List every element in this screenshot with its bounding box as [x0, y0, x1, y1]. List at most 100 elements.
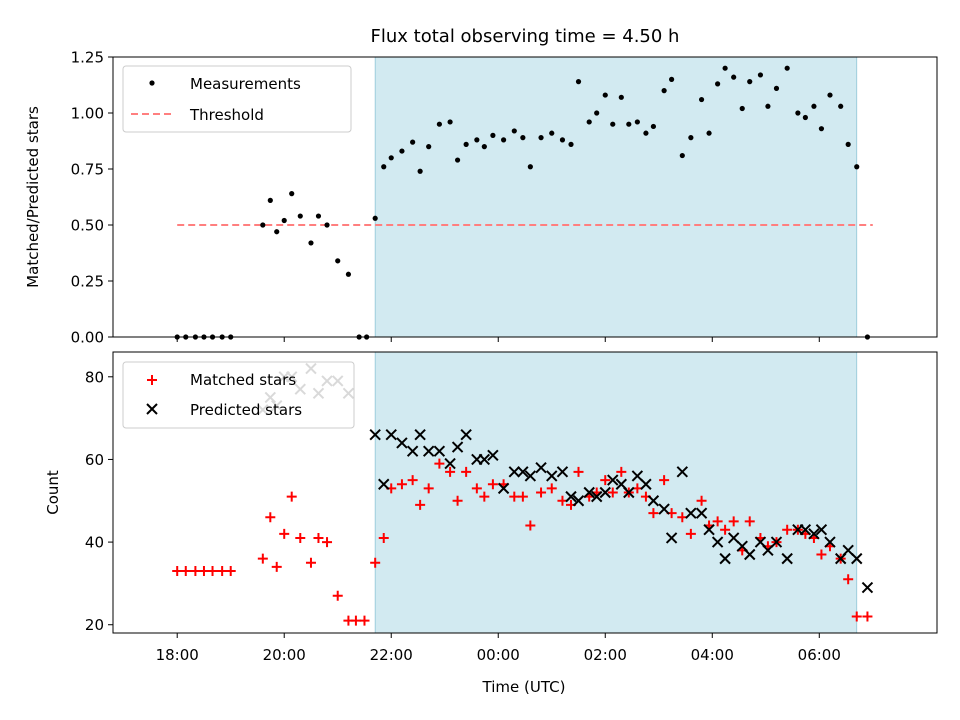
matched-point [378, 532, 389, 543]
measurement-point [417, 168, 423, 174]
measurement-point [838, 103, 844, 109]
measurement-point [410, 139, 416, 145]
predicted-point [685, 507, 697, 519]
matched-point [600, 475, 611, 486]
x-axis-label: Time (UTC) [482, 678, 566, 696]
matched-point [332, 590, 343, 601]
measurement-point [568, 141, 574, 147]
measurement-point [757, 72, 764, 78]
matched-point [659, 475, 670, 486]
legend: Matched stars Predicted stars [122, 361, 355, 429]
matched-point [286, 491, 297, 502]
matched-point [313, 532, 324, 543]
legend-matched-marker [147, 375, 157, 385]
measurement-point [747, 79, 753, 85]
measurement-point [388, 155, 394, 161]
y-tick-label: 1.00 [71, 105, 104, 123]
matched-point [407, 475, 418, 486]
matched-point [225, 566, 236, 577]
matched-point [172, 566, 183, 577]
count-panel: 20 40 60 80 Count 18:00 20:00 22:00 00:00 02:00 04… [44, 351, 938, 696]
x-tick-label: 18:00 [156, 646, 199, 664]
predicted-point [762, 544, 774, 557]
matched-point [190, 566, 201, 577]
measurement-point [372, 215, 378, 221]
predicted-point [770, 536, 783, 548]
x-tick-label: 22:00 [370, 646, 413, 664]
matched-point [370, 557, 381, 568]
matched-point [279, 528, 290, 539]
measurement-point [500, 137, 507, 143]
measurement-point [845, 141, 851, 147]
matched-point [265, 512, 276, 523]
measurement-point [315, 213, 322, 219]
matched-point [525, 520, 536, 531]
matched-point [536, 487, 547, 498]
predicted-point [711, 536, 724, 548]
matched-point [434, 458, 445, 469]
matched-point [685, 528, 696, 539]
x-tick-label: 00:00 [477, 646, 520, 664]
measurement-point [650, 123, 657, 130]
predicted-point [799, 523, 812, 536]
measurement-point [773, 85, 780, 91]
matched-point [217, 566, 228, 577]
legend-predicted-marker [146, 403, 158, 415]
predicted-point [861, 581, 874, 594]
matched-point [396, 479, 407, 490]
predicted-point [640, 478, 652, 490]
measurement-point [260, 222, 266, 228]
x-tick-label: 20:00 [263, 646, 306, 664]
measurement-point [345, 271, 352, 277]
predicted-point [851, 552, 863, 565]
matched-point [616, 466, 627, 477]
measurement-point [335, 258, 341, 264]
matched-point [843, 574, 854, 585]
y-tick-label: 60 [85, 451, 104, 469]
matched-point [573, 466, 584, 477]
matched-point [415, 499, 426, 510]
x-tick-label: 04:00 [691, 646, 734, 664]
matched-point [517, 491, 528, 502]
ratio-panel: 0.00 0.25 0.50 0.75 1.00 1.25 Matched/Predicte… [24, 49, 938, 347]
predicted-point [378, 478, 390, 490]
measurement-point [527, 164, 533, 170]
measurement-point [827, 92, 833, 98]
y-axis-label: Count [44, 470, 62, 515]
measurement-point [722, 65, 728, 71]
predicted-point [414, 428, 426, 441]
predicted-point [572, 495, 585, 507]
y-tick-label: 20 [85, 616, 104, 634]
predicted-point [781, 552, 793, 565]
matched-point [782, 524, 793, 535]
plot-frame [112, 351, 938, 634]
predicted-point [406, 445, 419, 457]
predicted-point [719, 552, 731, 565]
measurement-point [454, 157, 461, 163]
measurement-point [575, 79, 582, 85]
measurement-point [447, 119, 453, 125]
measurement-point [731, 74, 737, 80]
measurement-point [698, 96, 705, 103]
matched-point [257, 553, 268, 564]
measurement-point [436, 121, 442, 127]
measurement-point [481, 144, 487, 150]
measurement-point [308, 240, 314, 246]
predicted-point [658, 503, 670, 515]
predicted-point [590, 490, 603, 503]
matched-point [295, 532, 306, 543]
measurement-point [739, 105, 745, 112]
legend-box [122, 65, 352, 133]
matched-point [271, 561, 282, 572]
x-tick-label: 06:00 [798, 646, 841, 664]
predicted-point [744, 548, 756, 561]
predicted-point [508, 466, 521, 478]
predicted-point [487, 449, 499, 462]
measurement-point [281, 217, 287, 224]
matched-point [479, 491, 490, 502]
predicted-point [599, 486, 611, 499]
predicted-point [451, 441, 464, 453]
predicted-point [727, 532, 740, 544]
measurement-point [765, 103, 771, 109]
matched-point [180, 566, 191, 577]
